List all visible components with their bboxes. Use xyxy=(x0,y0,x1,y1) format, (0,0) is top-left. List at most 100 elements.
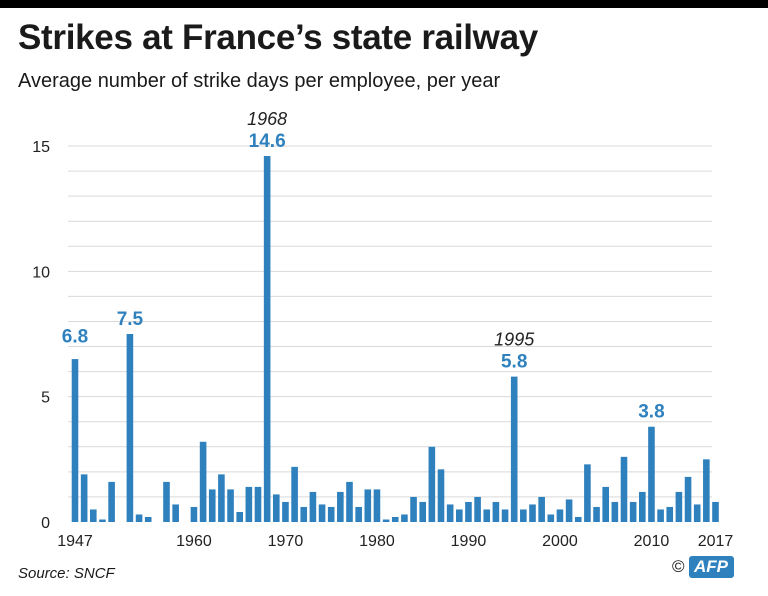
x-tick-label: 1960 xyxy=(176,533,212,550)
x-axis-ticks: 1947 1960 1970 1980 1990 2000 2010 2017 xyxy=(57,533,733,550)
bar-1992 xyxy=(483,509,491,522)
bar-2010 xyxy=(648,426,655,522)
bar-2009 xyxy=(639,491,646,522)
bar-1982 xyxy=(391,516,399,522)
bar-2011 xyxy=(657,509,664,522)
bar-2012 xyxy=(666,506,674,522)
bar-1978 xyxy=(355,506,362,522)
y-tick-label: 10 xyxy=(32,264,50,281)
bar-1965 xyxy=(236,511,243,522)
bar-1951 xyxy=(108,481,115,522)
x-tick-label: 2010 xyxy=(634,533,670,550)
bar-1955 xyxy=(144,516,152,522)
bar-1958 xyxy=(172,504,179,522)
top-rule xyxy=(0,0,768,8)
bar-1993 xyxy=(492,501,500,522)
bar-1997 xyxy=(529,504,536,522)
bar-1983 xyxy=(401,514,408,522)
bar-1973 xyxy=(309,491,317,522)
bar-1979 xyxy=(364,489,372,522)
year-annotation: 1968 xyxy=(247,109,287,129)
bar-2003 xyxy=(584,464,591,522)
bar-1954 xyxy=(135,514,143,522)
bar-1962 xyxy=(208,489,216,522)
bars xyxy=(71,156,719,522)
bar-1998 xyxy=(538,496,545,522)
bar-1947 xyxy=(71,359,79,522)
bar-1968 xyxy=(263,156,271,522)
bar-1950 xyxy=(99,519,106,522)
y-tick-label: 5 xyxy=(41,390,50,407)
bar-1994 xyxy=(501,509,509,522)
x-tick-label: 2017 xyxy=(698,533,734,550)
bar-2000 xyxy=(556,509,564,522)
data-label: 7.5 xyxy=(117,309,144,330)
bar-1984 xyxy=(410,496,417,522)
afp-logo: © AFP xyxy=(672,556,734,582)
bar-2016 xyxy=(703,459,710,522)
bar-1964 xyxy=(227,489,234,522)
bar-1948 xyxy=(80,474,88,522)
bar-1995 xyxy=(510,376,518,522)
bar-1985 xyxy=(419,501,426,522)
bar-2002 xyxy=(574,516,582,522)
chart-subtitle: Average number of strike days per employ… xyxy=(18,70,501,92)
bar-1961 xyxy=(199,441,207,522)
bar-1967 xyxy=(254,486,262,522)
bar-1976 xyxy=(337,491,344,522)
afp-logo-text: AFP xyxy=(688,556,734,578)
bar-1975 xyxy=(327,506,335,522)
bar-1960 xyxy=(190,506,198,522)
bar-1981 xyxy=(382,519,390,522)
x-tick-label: 1947 xyxy=(57,533,93,550)
bar-2001 xyxy=(565,499,573,522)
copyright-symbol: © xyxy=(672,557,685,576)
bar-1969 xyxy=(273,494,280,522)
bar-1996 xyxy=(520,509,527,522)
bar-1999 xyxy=(547,514,555,522)
bar-1990 xyxy=(465,501,472,522)
bar-1953 xyxy=(126,334,134,522)
data-label: 6.8 xyxy=(62,327,88,348)
data-label: 5.8 xyxy=(501,352,527,373)
bar-1989 xyxy=(456,509,463,522)
year-annotation: 1995 xyxy=(494,330,535,350)
bar-1980 xyxy=(373,489,381,522)
bar-2013 xyxy=(675,491,683,522)
bar-1963 xyxy=(218,474,225,522)
y-tick-label: 15 xyxy=(32,139,50,156)
bar-1972 xyxy=(300,506,308,522)
bar-1970 xyxy=(282,501,289,522)
y-tick-label: 0 xyxy=(41,515,50,532)
bar-1974 xyxy=(318,504,326,522)
bar-1971 xyxy=(291,466,298,522)
bar-2007 xyxy=(620,456,628,522)
bar-1977 xyxy=(346,481,353,522)
bar-1957 xyxy=(163,481,170,522)
chart-title: Strikes at France’s state railway xyxy=(18,18,538,57)
bar-2004 xyxy=(593,506,600,522)
data-label: 3.8 xyxy=(638,402,664,423)
bar-1966 xyxy=(245,486,253,522)
x-tick-label: 1980 xyxy=(359,533,395,550)
bar-1986 xyxy=(428,446,436,522)
x-tick-label: 2000 xyxy=(542,533,578,550)
x-tick-label: 1970 xyxy=(268,533,304,550)
bar-1949 xyxy=(90,509,97,522)
bar-2017 xyxy=(712,501,719,522)
x-tick-label: 1990 xyxy=(451,533,487,550)
source-note: Source: SNCF xyxy=(18,565,115,582)
bar-1991 xyxy=(474,496,481,522)
bar-2015 xyxy=(693,504,701,522)
bar-2008 xyxy=(629,501,637,522)
bar-2014 xyxy=(684,476,692,522)
y-axis-ticks: 0 5 10 15 xyxy=(32,139,50,532)
gridlines xyxy=(68,145,712,498)
bar-2005 xyxy=(602,486,609,522)
bar-1987 xyxy=(437,469,445,522)
data-label: 14.6 xyxy=(249,131,286,152)
bar-1988 xyxy=(446,504,454,522)
bar-2006 xyxy=(611,501,619,522)
